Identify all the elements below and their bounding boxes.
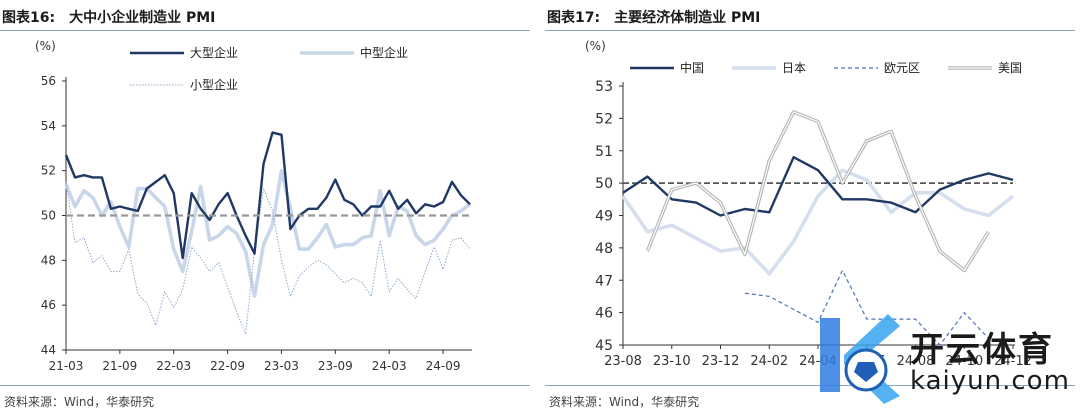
figure-label: 图表16: xyxy=(2,10,56,26)
y-tick-label: 46 xyxy=(595,306,613,322)
series-line-medium xyxy=(64,168,472,298)
line-chart-left: (%) 44 46 48 50 52 54 56 21-03 21-09 22-03 22-09 23-… xyxy=(35,39,472,373)
x-tick-label: 22-03 xyxy=(156,359,191,373)
watermark: 开云体育 kaiyun.com xyxy=(800,300,1080,410)
series-line-us-core xyxy=(646,111,990,272)
x-tick-label: 21-03 xyxy=(49,359,84,373)
watermark-brand: 开云体育 xyxy=(910,330,1054,370)
figure-label: 图表17: xyxy=(547,10,601,26)
x-tick-label: 24-09 xyxy=(426,359,461,373)
x-tick-label: 24-12 xyxy=(994,354,1032,369)
y-tick-label: 56 xyxy=(41,74,56,88)
series-line-china xyxy=(622,156,1014,217)
title-divider xyxy=(545,30,1075,31)
x-tick-label: 24-10 xyxy=(945,354,983,369)
series-line-large xyxy=(64,131,471,260)
y-tick-label: 46 xyxy=(41,298,56,312)
x-tick-label: 23-03 xyxy=(264,359,299,373)
figure-caption: 主要经济体制造业 PMI xyxy=(614,10,761,26)
y-tick-label: 54 xyxy=(41,119,56,133)
y-tick-label: 47 xyxy=(595,273,613,289)
title-divider xyxy=(0,30,530,31)
y-tick-label: 48 xyxy=(41,253,56,267)
chart-panel-right: 图表17: 主要经济体制造业 PMI (%) 45 46 47 48 49 50 51 52 53 2… xyxy=(545,0,1080,417)
legend-item-japan-label: 日本 xyxy=(782,61,806,75)
x-tick-label: 22-09 xyxy=(210,359,245,373)
series-line-euro xyxy=(744,269,990,346)
x-tick-label: 23-12 xyxy=(702,354,740,369)
source-note: 资料来源：Wind，华泰研究 xyxy=(549,395,700,409)
figure-title: 图表17: 主要经济体制造业 PMI xyxy=(547,7,760,27)
legend-item-euro-label: 欧元区 xyxy=(884,61,920,75)
y-tick-label: 49 xyxy=(595,209,613,225)
legend-item-medium-label: 中型企业 xyxy=(360,45,408,60)
x-tick-label: 24-02 xyxy=(750,354,788,369)
legend-item-large-label: 大型企业 xyxy=(190,45,238,60)
y-tick-label: 52 xyxy=(41,164,56,178)
x-tick-label: 23-10 xyxy=(653,354,691,369)
figure-caption: 大中小企业制造业 PMI xyxy=(69,10,216,26)
watermark-url: kaiyun.com xyxy=(910,366,1070,396)
figure-title: 图表16: 大中小企业制造业 PMI xyxy=(2,7,215,27)
x-tick-label: 23-08 xyxy=(604,354,642,369)
y-tick-label: 50 xyxy=(41,209,56,223)
footer-divider xyxy=(545,385,1075,386)
series-line-japan xyxy=(621,168,1015,276)
y-tick-label: 48 xyxy=(595,241,613,257)
y-tick-label: 53 xyxy=(595,79,613,95)
y-tick-label: 52 xyxy=(595,111,613,127)
x-tick-label: 21-09 xyxy=(102,359,137,373)
y-tick-label: 45 xyxy=(595,338,613,354)
x-tick-label: 23-09 xyxy=(318,359,353,373)
legend-item-china-label: 中国 xyxy=(680,60,704,75)
legend-item-small-label: 小型企业 xyxy=(190,77,238,92)
y-tick-label: 44 xyxy=(41,343,56,357)
source-note: 资料来源：Wind，华泰研究 xyxy=(4,395,155,409)
footer-divider xyxy=(0,385,530,386)
legend-item-us-label: 美国 xyxy=(998,61,1022,75)
y-axis-unit-label: (%) xyxy=(35,39,56,53)
chart-panel-left: 图表16: 大中小企业制造业 PMI (%) 44 46 48 50 52 54 56 21-03… xyxy=(0,0,535,417)
y-axis-unit-label: (%) xyxy=(585,39,606,53)
watermark-logo-icon xyxy=(820,314,900,404)
y-tick-label: 51 xyxy=(595,144,613,160)
y-tick-label: 50 xyxy=(595,176,613,192)
x-tick-label: 24-03 xyxy=(372,359,407,373)
x-tick-label: 24-08 xyxy=(897,354,935,369)
